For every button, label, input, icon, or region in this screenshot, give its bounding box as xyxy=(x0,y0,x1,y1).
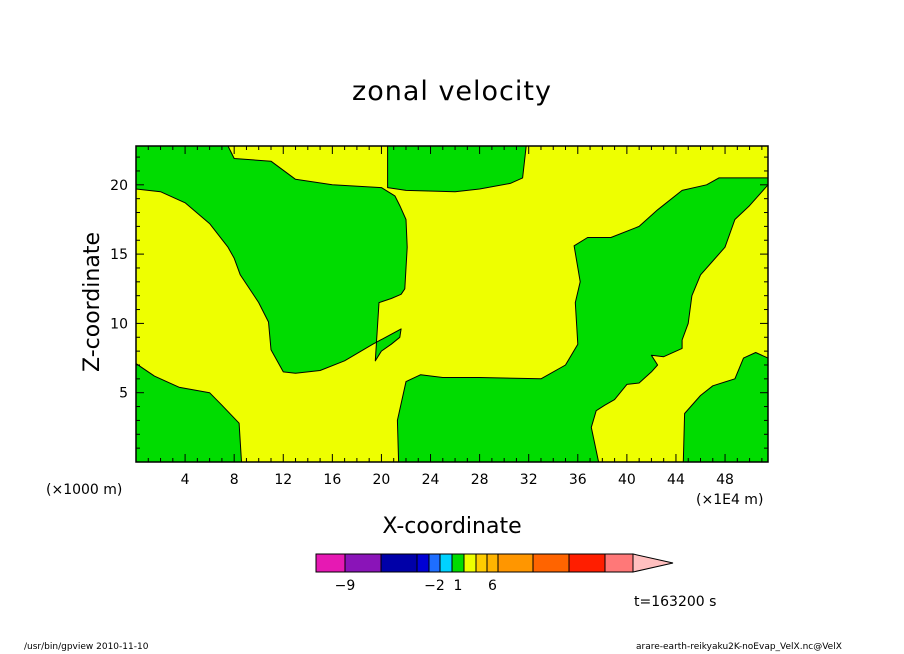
colorbar-segment xyxy=(463,553,477,573)
x-tick-label: 24 xyxy=(422,472,440,488)
y-tick-label: 20 xyxy=(110,178,128,194)
x-tick-label: 48 xyxy=(716,472,734,488)
plot-frame xyxy=(135,145,769,463)
chart-title: zonal velocity xyxy=(352,76,552,107)
y-tick-label: 10 xyxy=(110,316,128,332)
y-tick-label: 5 xyxy=(119,386,128,402)
contour-region-1 xyxy=(136,146,408,374)
colorbar-segment xyxy=(416,553,430,573)
x-tick-label: 40 xyxy=(618,472,636,488)
x-axis-label: X-coordinate xyxy=(382,514,522,539)
colorbar-segment xyxy=(604,553,634,573)
colorbar-segment xyxy=(380,553,418,573)
colorbar: −9 −2 1 6 xyxy=(315,553,674,594)
x-tick-label: 16 xyxy=(323,472,341,488)
time-label: t=163200 s xyxy=(634,594,717,610)
x-tick-label: 36 xyxy=(569,472,587,488)
colorbar-label: 1 xyxy=(454,578,463,594)
footer-command: /usr/bin/gpview 2010-11-10 xyxy=(24,642,149,652)
x-tick-label: 32 xyxy=(520,472,538,488)
x-tick-label: 4 xyxy=(181,472,190,488)
contour-regions xyxy=(136,146,768,462)
colorbar-segment xyxy=(475,553,488,573)
x-unit-note: (×1000 m) xyxy=(46,482,123,498)
x-tick-label: 8 xyxy=(230,472,239,488)
colorbar-segment xyxy=(428,553,441,573)
colorbar-segment xyxy=(486,553,499,573)
x-tick-label: 20 xyxy=(373,472,391,488)
colorbar-segment xyxy=(451,553,465,573)
colorbar-segment xyxy=(439,553,453,573)
x-tick-label: 44 xyxy=(667,472,685,488)
x-tick-label: 28 xyxy=(471,472,489,488)
colorbar-segment xyxy=(497,553,534,573)
colorbar-segment xyxy=(344,553,382,573)
contour-region-3 xyxy=(396,146,768,462)
y-tick-label: 15 xyxy=(110,247,128,263)
x-scale-note: (×1E4 m) xyxy=(696,492,764,508)
contour-region-2 xyxy=(387,146,527,193)
colorbar-arrow xyxy=(632,553,674,573)
colorbar-segment xyxy=(315,553,346,573)
footer-source: arare-earth-reikyaku2K-noEvap_VelX.nc@Ve… xyxy=(636,642,842,652)
colorbar-segment xyxy=(568,553,606,573)
colorbar-label: −2 xyxy=(424,578,445,594)
contour-region-5 xyxy=(682,352,768,462)
colorbar-label: −9 xyxy=(335,578,356,594)
colorbar-label: 6 xyxy=(488,578,497,594)
x-tick-label: 12 xyxy=(274,472,292,488)
colorbar-segment xyxy=(532,553,570,573)
contour-region-4 xyxy=(136,363,242,462)
